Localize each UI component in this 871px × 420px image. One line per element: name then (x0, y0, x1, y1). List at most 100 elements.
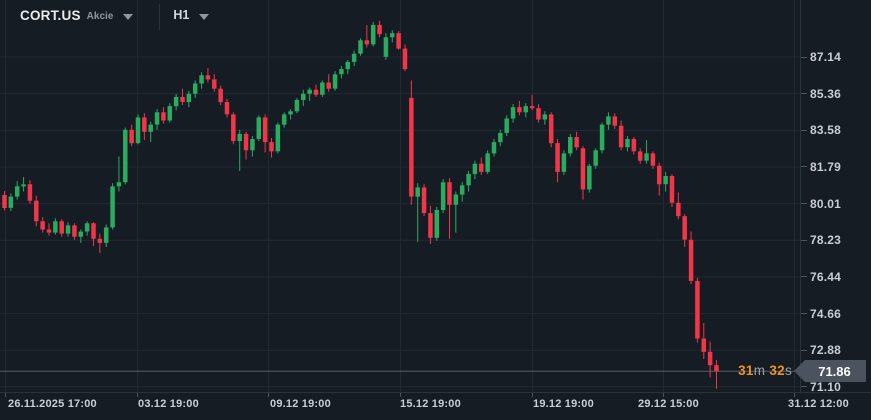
bearish-candle-body (402, 48, 408, 70)
bearish-candle-body (631, 139, 637, 152)
bearish-candle-body (364, 40, 370, 45)
bullish-candle-body (498, 132, 503, 143)
bullish-candle-body (237, 133, 242, 142)
bearish-candle-body (269, 142, 274, 152)
price-tick-mark (801, 349, 807, 351)
bearish-candle-body (161, 112, 166, 121)
bearish-candle-body (231, 114, 236, 142)
price-tick-label: 80.01 (810, 196, 842, 211)
bullish-candle-body (78, 231, 84, 237)
bearish-candle-body (676, 202, 681, 217)
bullish-candle-body (123, 129, 128, 183)
bullish-candle-body (250, 139, 255, 151)
price-tick-mark (801, 166, 807, 168)
bullish-candle-body (351, 53, 357, 62)
bearish-candle-body (707, 351, 713, 366)
bullish-candle-body (256, 117, 262, 139)
bearish-candle-body (34, 200, 39, 222)
bearish-candle-body (326, 82, 331, 89)
bullish-candle-body (65, 225, 71, 234)
symbol-name: CORT.US (20, 8, 81, 23)
bullish-candle-body (415, 187, 420, 197)
bearish-candle-body (548, 114, 554, 144)
price-tick-mark (801, 276, 807, 278)
price-tick-label: 85.36 (810, 86, 842, 101)
time-tick-label: 31.12 12:00 (788, 398, 849, 410)
bullish-candle-body (275, 124, 281, 152)
price-tick-label: 74.66 (810, 306, 842, 321)
bullish-candle-body (288, 111, 293, 115)
time-tick-label: 15.12 19:00 (400, 398, 461, 410)
price-tick-label: 81.79 (810, 159, 842, 174)
timeframe-label: H1 (173, 8, 190, 22)
bullish-candle-body (8, 196, 14, 208)
countdown-minutes-unit: m (753, 363, 766, 378)
symbol-selector[interactable]: CORT.US Akcie (0, 0, 134, 23)
bearish-candle-body (650, 153, 656, 166)
bullish-candle-body (339, 69, 344, 75)
bullish-candle-body (587, 165, 592, 190)
bullish-candle-body (358, 40, 363, 54)
bearish-candle-body (618, 125, 624, 148)
price-tick-mark (801, 386, 807, 388)
price-tick-mark (801, 239, 807, 241)
bearish-candle-body (396, 33, 401, 49)
time-tick-label: 03.12 19:00 (138, 398, 199, 410)
bearish-candle-body (637, 151, 643, 161)
bearish-candle-body (612, 116, 618, 126)
chevron-down-icon (199, 13, 210, 20)
bearish-candle-body (212, 79, 217, 89)
time-tick-mark (400, 393, 401, 397)
bullish-candle-body (173, 96, 179, 107)
bearish-candle-body (409, 97, 414, 197)
bullish-candle-body (135, 117, 141, 144)
time-tick-mark (794, 393, 795, 397)
countdown-minutes: 31 (738, 363, 754, 378)
bullish-candle-body (167, 106, 173, 121)
bullish-candle-body (154, 112, 160, 125)
candle-countdown-timer: 31m 32s (640, 363, 792, 381)
price-tick-mark (801, 56, 807, 58)
bearish-candle-body (224, 102, 230, 115)
bearish-candle-body (97, 238, 103, 243)
bullish-candle-body (192, 83, 198, 94)
bullish-candle-body (383, 37, 389, 57)
price-tick-mark (801, 313, 807, 315)
time-tick-label: 29.12 15:00 (638, 398, 699, 410)
bullish-candle-body (459, 185, 465, 195)
time-tick-label: 09.12 19:00 (270, 398, 331, 410)
price-axis[interactable]: 87.14 85.36 83.58 81.79 80.01 78.23 76.44 74.66… (800, 0, 871, 394)
candlestick-chart[interactable] (0, 0, 800, 392)
bullish-candle-body (542, 114, 548, 120)
bearish-candle-body (536, 108, 541, 120)
chevron-down-icon (123, 14, 134, 20)
bullish-candle-body (186, 93, 192, 102)
time-tick-mark (137, 393, 138, 397)
price-tick-mark (801, 203, 807, 205)
time-axis[interactable]: 26.11.2025 17:00 03.12 19:00 09.12 19:00 15… (0, 392, 871, 420)
timeframe-selector[interactable]: H1 (160, 0, 210, 22)
bearish-candle-body (428, 213, 433, 238)
bearish-candle-body (262, 117, 268, 143)
bearish-candle-body (580, 148, 586, 190)
bearish-candle-body (517, 107, 522, 113)
bearish-candle-body (701, 338, 707, 352)
bearish-candle-body (91, 223, 96, 239)
bearish-candle-body (529, 106, 535, 109)
bullish-candle-body (199, 75, 204, 84)
toolbar-divider (159, 4, 161, 30)
price-tick-label: 71.10 (810, 379, 842, 394)
price-tick-mark (801, 129, 807, 131)
bearish-candle-body (72, 225, 77, 237)
bearish-candle-body (574, 137, 579, 148)
bearish-candle-body (40, 221, 45, 230)
bearish-candle-body (313, 89, 319, 95)
bullish-candle-body (593, 150, 598, 166)
bearish-candle-body (46, 229, 52, 233)
bullish-candle-body (320, 82, 325, 95)
bullish-candle-body (301, 93, 306, 100)
bullish-candle-body (332, 74, 338, 89)
countdown-seconds: 32 (769, 363, 785, 378)
bearish-candle-body (555, 143, 560, 172)
